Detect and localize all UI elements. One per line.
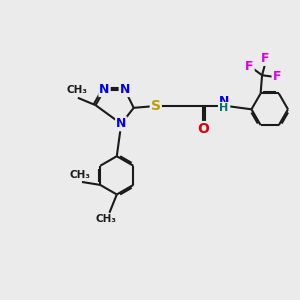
Text: N: N (120, 83, 130, 96)
Text: CH₃: CH₃ (69, 169, 90, 180)
Text: CH₃: CH₃ (67, 85, 88, 94)
Text: N: N (99, 83, 110, 96)
Text: N: N (116, 117, 126, 130)
Text: N: N (219, 94, 229, 108)
Text: O: O (197, 122, 209, 136)
Text: S: S (151, 99, 161, 113)
Text: H: H (220, 103, 229, 113)
Text: F: F (261, 52, 270, 65)
Text: F: F (245, 61, 254, 74)
Text: CH₃: CH₃ (96, 214, 117, 224)
Text: F: F (273, 70, 281, 83)
